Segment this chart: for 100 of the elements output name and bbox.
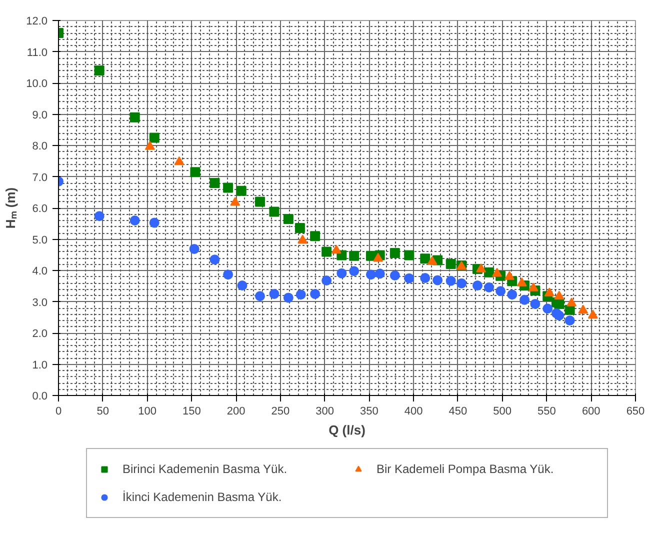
point xyxy=(404,250,414,260)
point xyxy=(504,271,514,280)
point xyxy=(223,270,234,280)
point xyxy=(542,304,553,314)
point xyxy=(283,292,294,303)
y-tick-label: 8.0 xyxy=(32,140,48,152)
point xyxy=(269,206,280,217)
point xyxy=(283,214,294,224)
point xyxy=(390,248,400,258)
y-axis-title: Hₘ (m) xyxy=(3,187,18,229)
point xyxy=(144,141,155,150)
y-tick-label: 11.0 xyxy=(26,46,48,59)
point xyxy=(554,310,564,320)
point xyxy=(336,268,347,278)
y-tick-label: 3.0 xyxy=(32,296,48,309)
x-tick-label: 150 xyxy=(182,406,201,418)
point xyxy=(476,264,486,272)
point xyxy=(554,290,564,300)
legend-label: İkinci Kademenin Basma Yük. xyxy=(122,488,283,504)
point xyxy=(366,270,376,280)
point xyxy=(210,254,220,265)
point xyxy=(294,223,305,233)
point xyxy=(296,290,306,300)
x-tick-label: 450 xyxy=(448,406,468,418)
x-tick-label: 250 xyxy=(271,406,290,418)
y-tick-label: 1.0 xyxy=(32,359,48,372)
point xyxy=(374,268,385,279)
point xyxy=(255,291,266,302)
y-tick-label: 10.0 xyxy=(26,78,48,90)
point xyxy=(310,231,320,242)
point xyxy=(255,196,266,207)
point xyxy=(149,218,160,228)
x-tick-label: 50 xyxy=(96,406,110,418)
x-tick-label: 0 xyxy=(55,406,62,418)
point xyxy=(94,211,104,222)
point xyxy=(298,234,308,244)
point xyxy=(484,267,494,278)
x-tick-label: 100 xyxy=(138,406,156,418)
point xyxy=(373,252,384,262)
x-tick-label: 300 xyxy=(316,406,334,418)
x-tick-label: 200 xyxy=(226,406,246,418)
point xyxy=(322,246,332,257)
point xyxy=(223,182,234,193)
point xyxy=(544,288,554,296)
y-tick-label: 12.0 xyxy=(26,16,48,28)
y-tick-label: 2.0 xyxy=(32,328,48,340)
point xyxy=(390,270,400,280)
point xyxy=(237,280,248,290)
point xyxy=(130,112,140,122)
point xyxy=(322,276,332,286)
x-axis-title: Q (l/s) xyxy=(328,422,366,438)
point xyxy=(130,216,140,226)
point xyxy=(420,273,430,283)
y-tick-label: 9.0 xyxy=(32,109,48,122)
x-tick-label: 600 xyxy=(582,406,600,418)
point xyxy=(492,268,502,277)
point xyxy=(456,278,467,288)
point xyxy=(404,273,414,284)
point xyxy=(507,290,518,300)
y-tick-label: 0.0 xyxy=(32,390,48,402)
point xyxy=(472,280,482,290)
point xyxy=(520,294,530,305)
point xyxy=(516,278,527,286)
x-tick-label: 650 xyxy=(626,406,645,418)
point xyxy=(236,186,246,196)
point xyxy=(269,288,280,299)
legend-label: Bir Kademeli Pompa Basma Yük. xyxy=(376,460,555,476)
point xyxy=(530,298,540,309)
legend-label: Birinci Kademenin Basma Yük. xyxy=(122,460,288,476)
point xyxy=(496,286,506,296)
point xyxy=(554,298,564,309)
point xyxy=(210,178,220,188)
x-tick-label: 500 xyxy=(493,406,512,418)
point xyxy=(446,258,456,269)
point xyxy=(331,244,342,254)
point xyxy=(94,66,104,76)
y-tick-label: 4.0 xyxy=(32,266,48,278)
y-tick-label: 6.0 xyxy=(32,203,48,215)
point xyxy=(310,288,320,299)
x-tick-label: 550 xyxy=(538,406,556,418)
point xyxy=(484,282,494,292)
y-tick-label: 5.0 xyxy=(32,234,48,246)
point xyxy=(230,196,240,206)
point xyxy=(588,310,598,319)
point xyxy=(349,250,360,261)
point xyxy=(528,282,538,292)
point xyxy=(446,276,456,286)
point xyxy=(189,244,200,254)
point xyxy=(427,256,438,265)
x-tick-label: 400 xyxy=(404,406,423,418)
point xyxy=(432,275,443,286)
x-tick-label: 350 xyxy=(360,406,378,418)
point xyxy=(349,266,360,276)
point xyxy=(566,298,577,306)
point xyxy=(149,132,160,143)
point xyxy=(420,254,430,264)
point xyxy=(578,304,588,314)
point xyxy=(174,156,184,166)
point xyxy=(190,167,200,178)
y-tick-label: 7.0 xyxy=(32,172,48,184)
